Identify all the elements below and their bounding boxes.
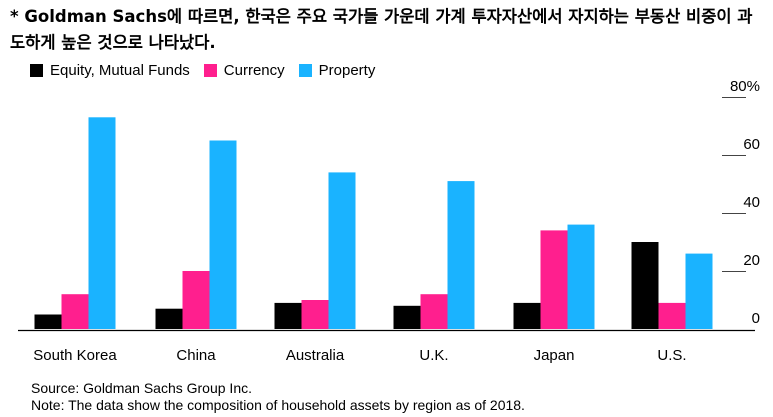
x-tick-label: South Korea <box>33 347 117 364</box>
data-note: Note: The data show the composition of h… <box>31 397 525 413</box>
x-tick-label: U.S. <box>657 347 686 364</box>
x-tick-label: China <box>176 347 216 364</box>
bar-u-s--property <box>685 253 713 329</box>
chart-title: * Goldman Sachs에 따르면, 한국은 주요 국가들 가운데 가계 … <box>10 7 753 52</box>
bar-u-k--currency <box>420 294 448 329</box>
bar-south-korea-equity-mutual-funds <box>34 314 62 329</box>
x-tick-label: Australia <box>286 347 345 364</box>
y-tick-label: 0 <box>752 310 760 327</box>
y-tick-label: 40 <box>743 194 760 211</box>
legend-swatch-currency <box>203 64 217 77</box>
bar-u-s--equity-mutual-funds <box>631 242 659 329</box>
bar-japan-property <box>567 224 595 329</box>
source-note: Source: Goldman Sachs Group Inc. <box>31 380 252 396</box>
x-tick-label: U.K. <box>419 347 448 364</box>
legend-label-equity: Equity, Mutual Funds <box>50 62 190 79</box>
bar-south-korea-property <box>88 117 116 329</box>
legend-swatch-property <box>298 64 312 77</box>
bar-australia-property <box>328 172 356 329</box>
legend-label-property: Property <box>318 62 376 79</box>
bar-china-equity-mutual-funds <box>155 308 183 329</box>
y-tick-label: 60 <box>743 136 760 153</box>
legend-swatch-equity <box>30 64 43 77</box>
chart-legend: Equity, Mutual Funds Currency Property <box>30 62 389 79</box>
y-tick-label: 80% <box>730 78 760 95</box>
bar-australia-currency <box>301 300 329 329</box>
x-tick-label: Japan <box>534 347 575 364</box>
bar-japan-equity-mutual-funds <box>513 302 541 329</box>
bar-south-korea-currency <box>61 294 89 329</box>
legend-item-property: Property <box>298 62 376 79</box>
bar-china-property <box>209 140 237 329</box>
y-tick-label: 20 <box>743 252 760 269</box>
bar-u-k--property <box>447 181 475 329</box>
bar-japan-currency <box>540 230 568 329</box>
bar-australia-equity-mutual-funds <box>274 302 302 329</box>
legend-label-currency: Currency <box>223 62 285 79</box>
bar-u-k--equity-mutual-funds <box>393 305 421 329</box>
legend-item-equity: Equity, Mutual Funds <box>30 62 190 79</box>
legend-item-currency: Currency <box>203 62 285 79</box>
bar-u-s--currency <box>658 302 686 329</box>
bar-china-currency <box>182 271 210 329</box>
